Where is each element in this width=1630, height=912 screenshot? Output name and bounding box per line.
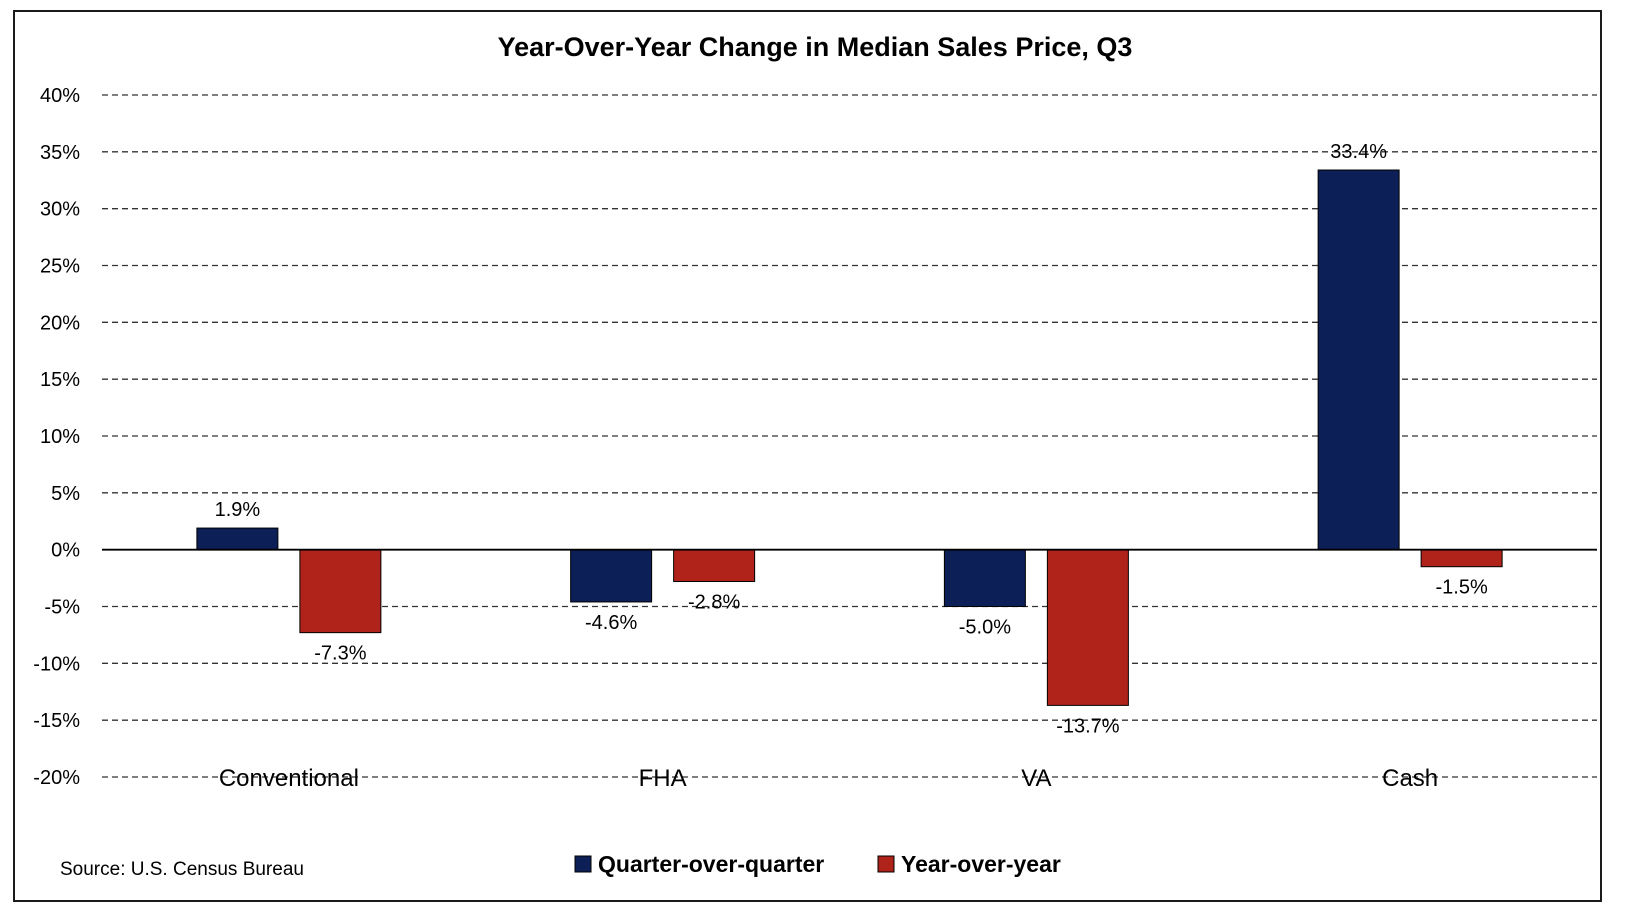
- data-label-va-quarter-over-quarter: -5.0%: [959, 617, 1011, 639]
- legend-swatch-quarter-over-quarter: [574, 855, 592, 873]
- legend-swatch-year-over-year: [877, 855, 895, 873]
- data-labels: 1.9% -7.3% -4.6% -2.8% -5.0% -13.7% 33.4% -1.5%: [215, 141, 1488, 737]
- category-label-fha: FHA: [639, 765, 687, 792]
- bar-fha-quarter-over-quarter: [570, 549, 653, 603]
- data-label-fha-quarter-over-quarter: -4.6%: [585, 612, 637, 634]
- bar-va-year-over-year: [1046, 549, 1129, 706]
- y-tick-label: 10%: [40, 426, 80, 448]
- y-tick-label: -5%: [44, 597, 80, 619]
- y-axis-ticks: 40% 35% 30% 25% 20% 15% 10% 5% 0% -5% -10% -15% -20%: [33, 85, 80, 789]
- data-label-cash-year-over-year: -1.5%: [1436, 577, 1488, 599]
- y-tick-label: 15%: [40, 369, 80, 391]
- bar-fha-year-over-year: [673, 549, 756, 582]
- y-tick-label: 25%: [40, 256, 80, 278]
- y-tick-label: 20%: [40, 312, 80, 334]
- y-tick-label: 5%: [51, 483, 80, 505]
- legend: Quarter-over-quarter Year-over-year: [574, 851, 1061, 877]
- data-label-va-year-over-year: -13.7%: [1056, 715, 1120, 737]
- bar-conventional-year-over-year: [299, 549, 382, 634]
- y-tick-label: 0%: [51, 540, 80, 562]
- legend-label-year-over-year: Year-over-year: [901, 851, 1061, 877]
- data-label-conventional-quarter-over-quarter: 1.9%: [215, 499, 261, 521]
- bars: [196, 169, 1503, 706]
- bar-va-quarter-over-quarter: [943, 549, 1026, 608]
- bar-conventional-quarter-over-quarter: [196, 527, 279, 551]
- data-label-conventional-year-over-year: -7.3%: [314, 643, 366, 665]
- x-axis-categories: Conventional FHA VA Cash: [219, 765, 1438, 792]
- y-tick-label: -10%: [33, 653, 80, 675]
- chart-title: Year-Over-Year Change in Median Sales Pr…: [498, 32, 1133, 62]
- y-tick-label: 40%: [40, 85, 80, 107]
- y-tick-label: -15%: [33, 710, 80, 732]
- chart-frame: [13, 10, 1602, 902]
- y-tick-label: -20%: [33, 767, 80, 789]
- data-label-fha-year-over-year: -2.8%: [688, 591, 740, 613]
- bar-cash-quarter-over-quarter: [1317, 169, 1400, 551]
- legend-label-quarter-over-quarter: Quarter-over-quarter: [598, 851, 824, 877]
- source-note: Source: U.S. Census Bureau: [60, 859, 304, 880]
- bar-cash-year-over-year: [1420, 549, 1503, 568]
- category-label-cash: Cash: [1382, 765, 1438, 792]
- y-tick-label: 35%: [40, 142, 80, 164]
- category-label-va: VA: [1021, 765, 1051, 792]
- data-label-cash-quarter-over-quarter: 33.4%: [1330, 141, 1387, 163]
- category-label-conventional: Conventional: [219, 765, 359, 792]
- y-tick-label: 30%: [40, 199, 80, 221]
